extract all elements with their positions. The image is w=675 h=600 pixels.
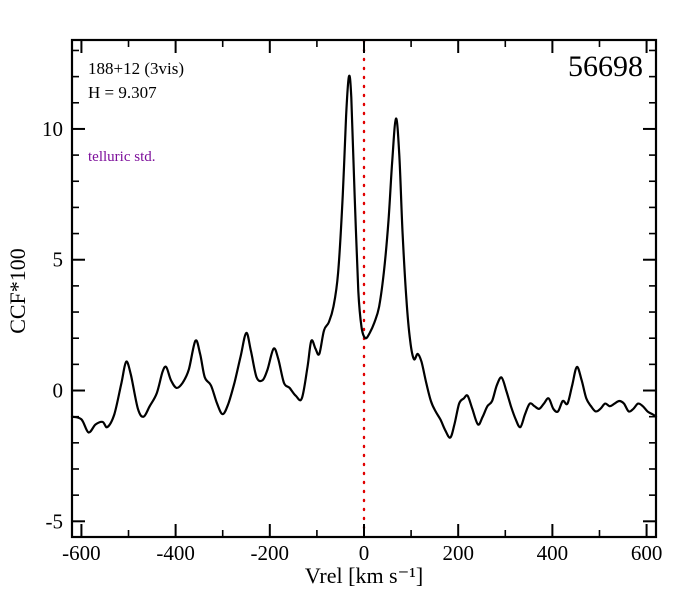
telluric-annotation: telluric std. — [88, 149, 156, 165]
y-tick-label: -5 — [46, 509, 64, 533]
field-annotation: 188+12 (3vis) — [88, 59, 184, 78]
x-tick-label: -200 — [251, 541, 290, 565]
hmag-annotation: H = 9.307 — [88, 83, 157, 102]
y-tick-label: 0 — [53, 379, 64, 403]
x-axis-label: Vrel [km s⁻¹] — [304, 563, 424, 588]
x-tick-label: 400 — [537, 541, 569, 565]
ccf-curve — [70, 74, 658, 439]
x-tick-label: 200 — [442, 541, 474, 565]
y-axis-label: CCF*100 — [5, 248, 30, 334]
x-tick-label: 600 — [631, 541, 663, 565]
y-tick-label: 5 — [53, 248, 64, 272]
x-tick-label: -400 — [156, 541, 195, 565]
x-tick-label: -600 — [62, 541, 101, 565]
x-tick-label: 0 — [359, 541, 370, 565]
mjd-annotation: 56698 — [568, 50, 643, 83]
y-tick-label: 10 — [42, 117, 63, 141]
